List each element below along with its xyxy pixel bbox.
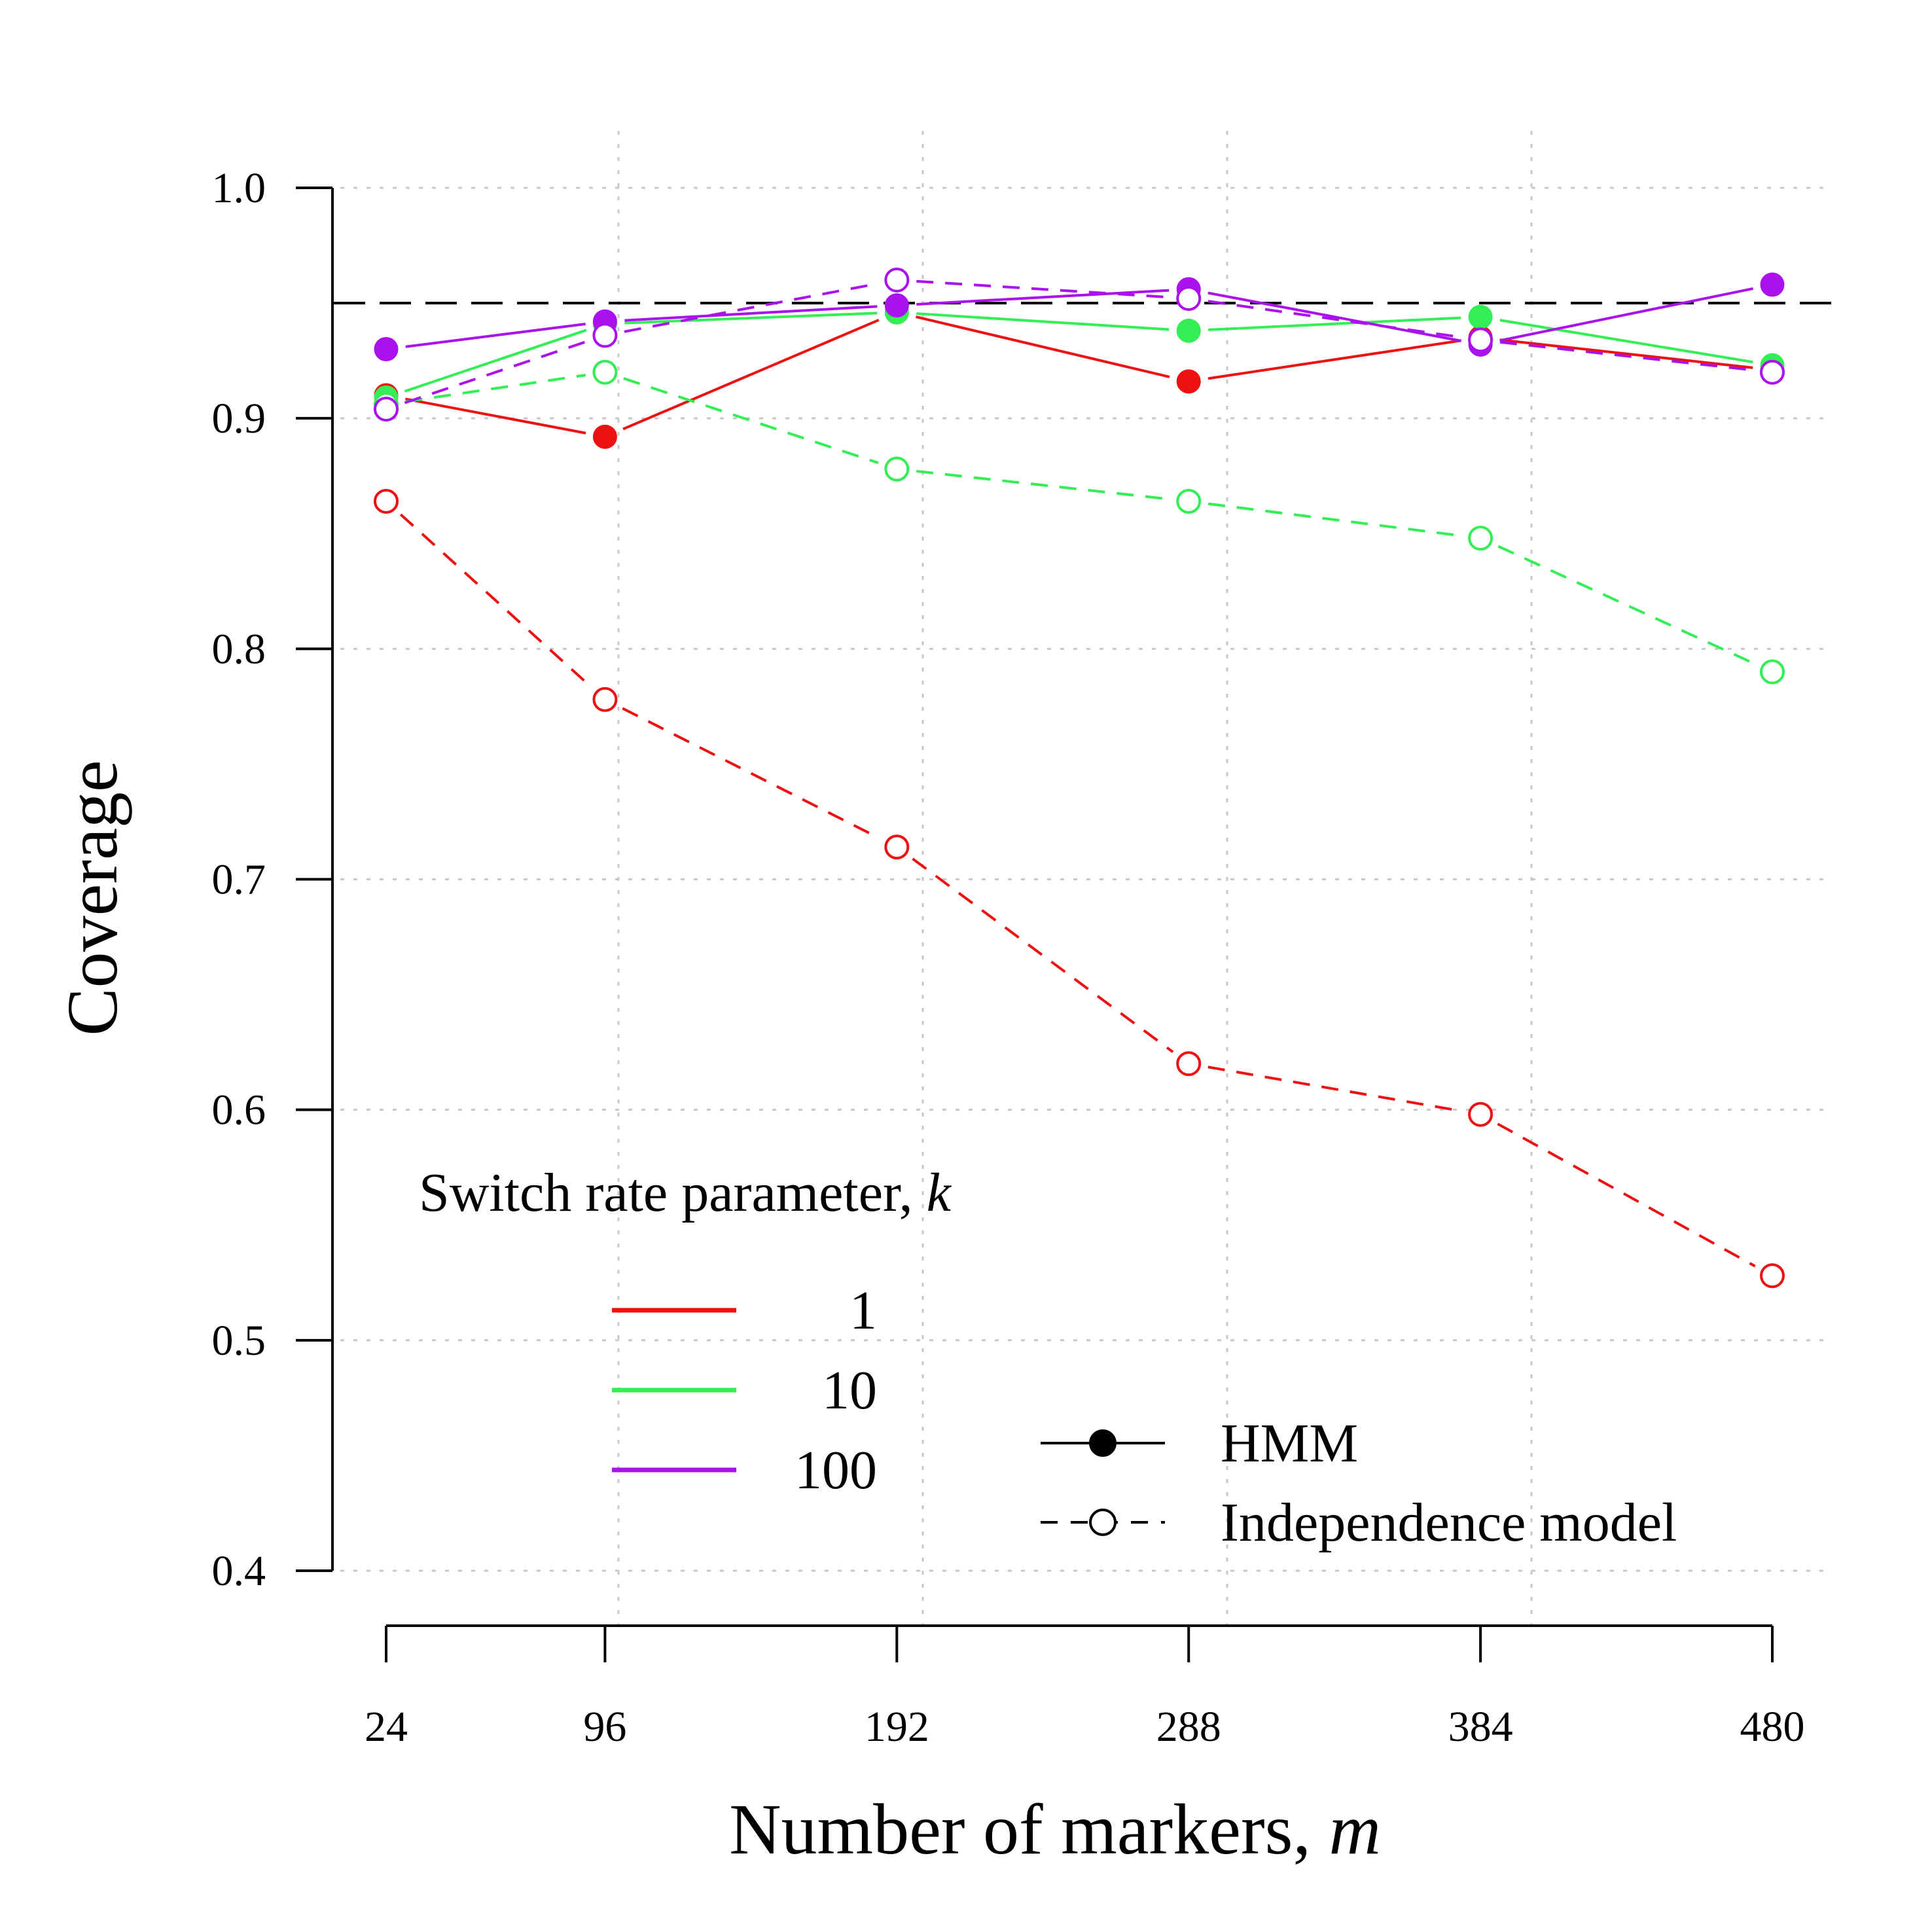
legend-title-text: Switch rate parameter, (419, 1162, 927, 1223)
legend-model-label-independence: Independence model (1221, 1492, 1677, 1553)
x-axis-title-text: Number of markers, (729, 1789, 1329, 1869)
segment-hmm-k10-4 (1499, 319, 1753, 364)
segment-hmm-k1-1 (622, 319, 880, 431)
series-indep-k10 (374, 359, 1785, 685)
point-indep-k100-4 (1468, 327, 1494, 353)
legend-k-entries: 1 10 100 (612, 1280, 877, 1501)
x-tick-label-4: 384 (1448, 1703, 1513, 1751)
point-indep-k10-3 (1176, 488, 1202, 514)
segment-hmm-k10-0 (404, 329, 587, 393)
segment-hmm-k100-3 (1208, 291, 1462, 342)
series-group (374, 267, 1785, 1289)
segment-indep-k10-3 (1208, 502, 1461, 537)
segment-indep-k10-4 (1497, 545, 1755, 665)
legend-k-label-100: 100 (795, 1440, 877, 1501)
point-hmm-k100-0 (374, 337, 399, 362)
legend-model-entries: HMM Independence model (1041, 1413, 1677, 1553)
y-axis: 0.4 0.5 0.6 0.7 0.8 0.9 1.0 (212, 164, 334, 1595)
point-indep-k1-5 (1760, 1263, 1785, 1289)
y-tick-label-0: 0.4 (212, 1547, 266, 1595)
point-indep-k100-5 (1760, 359, 1785, 385)
x-tick-label-0: 24 (365, 1703, 408, 1751)
point-indep-k1-0 (374, 488, 399, 514)
segment-indep-k1-0 (399, 513, 592, 688)
segment-hmm-k1-4 (1499, 338, 1753, 369)
x-axis: 24 96 192 288 384 480 (365, 1624, 1805, 1751)
segment-indep-k1-1 (622, 707, 880, 840)
legend-k-label-1: 1 (850, 1280, 877, 1341)
segment-indep-k1-2 (912, 857, 1174, 1053)
grid-lines (340, 131, 1833, 1631)
point-indep-k100-2 (884, 267, 910, 293)
segment-indep-k10-2 (916, 469, 1170, 501)
point-indep-k10-1 (592, 359, 618, 385)
segment-hmm-k1-3 (1208, 339, 1461, 380)
y-tick-label-3: 0.7 (212, 856, 266, 904)
legend-title-variable: k (927, 1162, 952, 1223)
segment-hmm-k10-1 (624, 312, 878, 325)
segment-hmm-k10-2 (916, 312, 1170, 331)
point-hmm-k10-4 (1468, 304, 1493, 329)
x-tick-label-3: 288 (1156, 1703, 1221, 1751)
segment-indep-k1-4 (1497, 1122, 1756, 1268)
legend: Switch rate parameter, k 1 10 100 HMM Indep… (419, 1162, 1677, 1553)
point-indep-k10-2 (884, 456, 910, 482)
segment-hmm-k1-2 (916, 315, 1170, 378)
x-tick-label-5: 480 (1740, 1703, 1805, 1751)
y-tick-label-4: 0.8 (212, 625, 266, 673)
y-axis-title: Coverage (52, 760, 132, 1035)
segment-indep-k100-4 (1499, 340, 1753, 372)
segment-hmm-k100-4 (1499, 287, 1754, 342)
point-hmm-k1-1 (592, 424, 617, 449)
y-tick-label-2: 0.6 (212, 1086, 266, 1134)
legend-model-label-hmm: HMM (1221, 1413, 1358, 1474)
segment-indep-k1-3 (1208, 1065, 1461, 1113)
point-indep-k100-3 (1176, 286, 1202, 312)
segment-hmm-k1-0 (405, 397, 586, 435)
legend-title: Switch rate parameter, k (419, 1162, 952, 1223)
segment-hmm-k100-1 (624, 305, 878, 322)
y-tick-label-5: 0.9 (212, 395, 266, 442)
x-tick-label-1: 96 (583, 1703, 626, 1751)
x-axis-title-variable: m (1329, 1789, 1380, 1869)
segment-indep-k100-2 (916, 279, 1170, 299)
point-indep-k1-1 (592, 687, 618, 712)
point-hmm-k1-3 (1176, 369, 1201, 394)
y-tick-label-1: 0.5 (212, 1317, 266, 1365)
point-hmm-k100-5 (1760, 272, 1785, 297)
point-indep-k10-5 (1760, 659, 1785, 685)
point-indep-k1-4 (1468, 1101, 1494, 1127)
x-axis-title: Number of markers, m (729, 1789, 1381, 1869)
point-hmm-k100-2 (884, 293, 909, 318)
segment-indep-k100-0 (404, 340, 587, 404)
point-hmm-k10-3 (1176, 318, 1201, 343)
segment-hmm-k100-2 (916, 289, 1170, 306)
legend-k-label-10: 10 (822, 1360, 877, 1421)
series-indep-k1 (374, 488, 1785, 1289)
x-tick-label-2: 192 (865, 1703, 929, 1751)
point-indep-k1-3 (1176, 1051, 1202, 1077)
series-indep-k100 (374, 267, 1785, 422)
segment-hmm-k100-0 (405, 323, 586, 348)
point-indep-k1-2 (884, 834, 910, 860)
point-indep-k100-0 (374, 397, 399, 422)
legend-model-marker-hmm (1089, 1429, 1117, 1457)
segment-indep-k10-0 (405, 374, 586, 403)
point-indep-k100-1 (592, 323, 618, 348)
segment-indep-k100-1 (624, 282, 878, 333)
point-indep-k10-4 (1468, 526, 1494, 551)
legend-model-marker-independence (1089, 1509, 1117, 1536)
segment-indep-k10-1 (623, 377, 879, 465)
segment-hmm-k10-3 (1208, 316, 1461, 331)
y-tick-label-6: 1.0 (212, 164, 266, 212)
segment-indep-k100-3 (1208, 300, 1461, 339)
